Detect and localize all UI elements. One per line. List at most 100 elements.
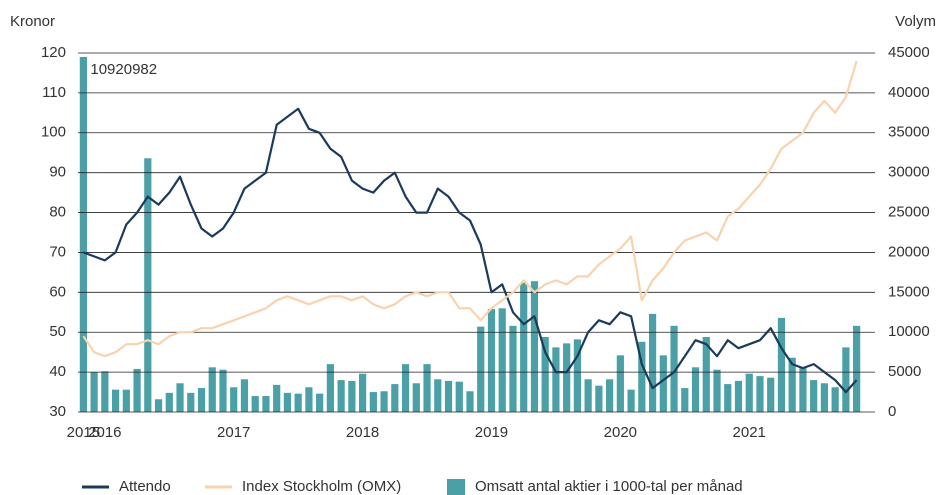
bar <box>584 379 592 412</box>
bar <box>337 380 345 412</box>
y2-tick-label: 35000 <box>888 124 930 141</box>
bar <box>638 341 646 412</box>
y2-axis-label: Volym <box>895 13 936 30</box>
bar-layer <box>79 56 861 412</box>
y-tick-label: 50 <box>49 323 66 340</box>
y-axis-label: Kronor <box>10 13 55 30</box>
bar <box>187 392 195 412</box>
bar <box>799 368 807 412</box>
bar <box>659 355 667 412</box>
bar <box>176 383 184 412</box>
bar <box>240 379 249 412</box>
bar <box>563 343 571 412</box>
bar <box>401 364 410 412</box>
bar <box>79 56 87 412</box>
y-tick-label: 90 <box>49 164 66 181</box>
bar <box>380 391 388 412</box>
legend-label: Omsatt antal aktier i 1000-tal per månad <box>475 478 743 495</box>
y2-tick-label: 10000 <box>888 323 930 340</box>
x-tick-label: 2020 <box>604 424 637 441</box>
bar <box>466 391 474 412</box>
bar <box>831 387 839 412</box>
bar <box>111 389 120 412</box>
bar <box>423 364 431 412</box>
bar <box>316 393 324 412</box>
bar <box>713 369 721 412</box>
y2-tick-label: 5000 <box>888 363 921 380</box>
bar <box>412 383 420 412</box>
bar <box>573 339 581 412</box>
bar <box>197 388 206 412</box>
bar <box>691 367 700 412</box>
bar <box>853 325 861 412</box>
bar <box>273 384 281 412</box>
y-tick-label: 100 <box>41 124 66 141</box>
x-tick-label: 2021 <box>733 424 766 441</box>
y-tick-label: 70 <box>49 243 66 260</box>
bar <box>487 309 496 412</box>
bar <box>294 393 302 412</box>
legend-label: Attendo <box>119 478 171 495</box>
legend-swatch <box>447 479 465 495</box>
bar <box>767 377 775 412</box>
bar <box>702 337 710 412</box>
y2-tick-label: 0 <box>888 403 896 420</box>
bar <box>616 355 624 412</box>
legend-label: Index Stockholm (OMX) <box>242 478 401 495</box>
x-tick-label: 2018 <box>346 424 379 441</box>
bar <box>101 371 109 412</box>
bar <box>681 388 689 412</box>
bar <box>820 383 829 412</box>
bar <box>606 379 614 412</box>
bar <box>777 317 786 412</box>
annotation: 10920982 <box>90 61 157 78</box>
bar <box>165 392 173 412</box>
bar <box>842 347 850 412</box>
bar <box>122 389 130 412</box>
bar <box>348 380 356 412</box>
bar <box>154 399 163 412</box>
bar <box>444 380 453 412</box>
y2-tick-label: 30000 <box>888 164 930 181</box>
y-tick-label: 120 <box>41 44 66 61</box>
bar <box>530 281 539 412</box>
bar <box>541 337 549 412</box>
bar <box>552 347 560 412</box>
bar <box>305 387 313 412</box>
bar <box>391 384 399 412</box>
bar <box>144 158 152 412</box>
y2-tick-label: 15000 <box>888 283 930 300</box>
line <box>83 107 858 394</box>
bar <box>788 357 796 412</box>
bar <box>455 381 463 412</box>
bar <box>434 379 442 412</box>
x-tick-label: 2019 <box>475 424 508 441</box>
y2-tick-label: 20000 <box>888 243 930 260</box>
bar <box>509 325 517 412</box>
bar <box>90 372 98 412</box>
bar <box>477 326 485 412</box>
bar <box>648 313 657 412</box>
bar <box>326 364 334 412</box>
bar <box>283 392 292 412</box>
x-tick-label: 2015 <box>67 424 100 441</box>
y2-tick-label: 45000 <box>888 44 930 61</box>
bar <box>498 308 506 412</box>
y2-tick-label: 40000 <box>888 84 930 101</box>
bar <box>627 389 635 412</box>
x-tick-label: 2017 <box>217 424 250 441</box>
x-tick-label: 2016 <box>88 424 121 441</box>
bar <box>219 369 227 412</box>
y-tick-label: 40 <box>49 363 66 380</box>
bar <box>359 373 367 412</box>
bar <box>670 325 678 412</box>
bar <box>745 373 753 412</box>
bar <box>756 376 764 412</box>
bar <box>734 380 743 412</box>
bar <box>520 282 528 412</box>
y-tick-label: 110 <box>42 84 66 101</box>
bar <box>369 392 377 412</box>
y-tick-label: 80 <box>49 204 66 221</box>
bar <box>724 384 732 412</box>
